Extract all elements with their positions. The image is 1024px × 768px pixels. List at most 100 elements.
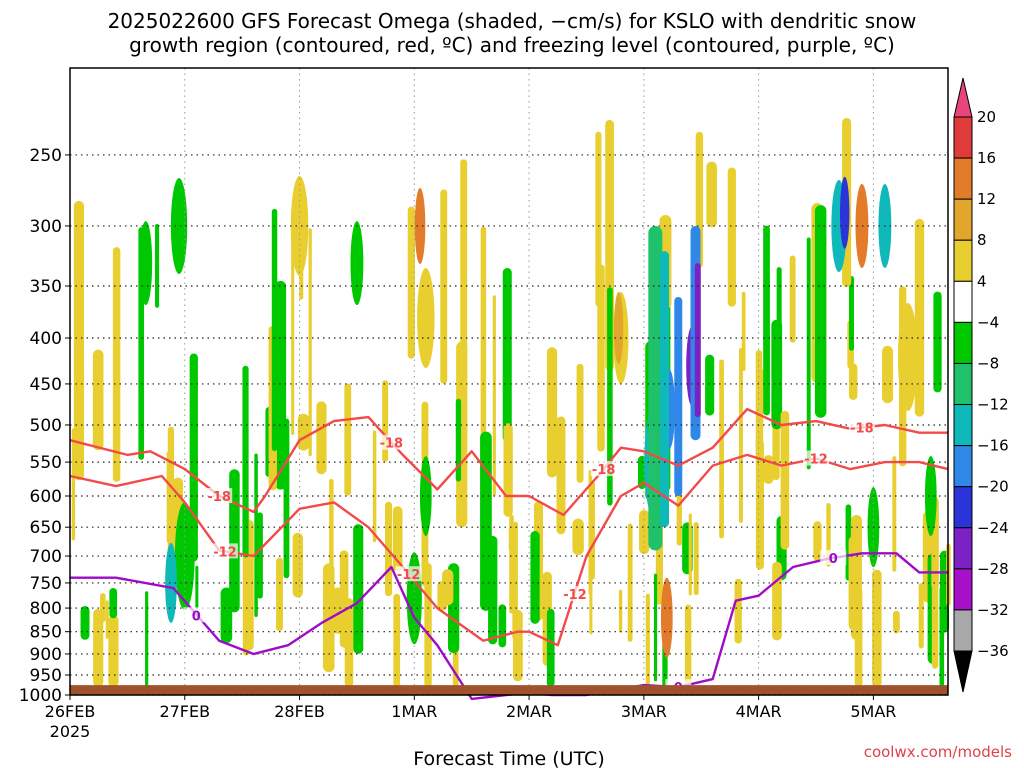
colorbar-segment <box>953 609 973 652</box>
omega-streak <box>189 353 198 562</box>
contour-label-bg <box>848 419 875 435</box>
omega-streak <box>92 349 104 451</box>
omega-streak <box>572 518 584 556</box>
omega-streak <box>627 523 633 642</box>
chart-title-line-2: growth region (contoured, red, ºC) and f… <box>129 33 895 57</box>
omega-blob <box>839 176 850 249</box>
y-tick-label: 600 <box>30 487 62 507</box>
colorbar-label: 8 <box>977 231 987 249</box>
omega-streak <box>763 225 770 416</box>
omega-streak <box>576 363 584 483</box>
omega-streak <box>480 431 492 611</box>
omega-streak <box>739 347 743 523</box>
plot-frame <box>69 67 949 696</box>
omega-streak <box>556 416 566 535</box>
omega-blob <box>660 577 673 658</box>
omega-streak <box>597 264 605 452</box>
omega-streak <box>275 280 287 490</box>
omega-streak <box>105 600 109 639</box>
colorbar: 20 16 12 8 4 −4 −8 −12 −16 −20 −24 −28 −32 −36 <box>953 77 1009 693</box>
omega-streak <box>108 615 119 688</box>
omega-streak <box>771 319 783 430</box>
omega-streak <box>939 586 945 688</box>
omega-streak <box>618 589 623 633</box>
omega-streak <box>872 569 882 688</box>
plot-area: -18-18-18-18-12-12-12-120002503003504004… <box>19 67 951 768</box>
omega-streak <box>848 363 858 401</box>
omega-streak <box>440 189 448 384</box>
omega-streak <box>509 514 514 614</box>
omega-blob <box>174 502 195 611</box>
y-tick-label: 400 <box>30 329 62 349</box>
omega-streak <box>292 532 303 598</box>
omega-streak <box>882 345 894 404</box>
colorbar-segment <box>953 157 973 200</box>
omega-streak <box>595 131 602 307</box>
omega-blob <box>897 303 918 412</box>
omega-streak <box>372 430 377 543</box>
contour-label-bg <box>183 607 210 623</box>
omega-streak <box>297 413 310 451</box>
x-year-label: 2025 <box>50 722 91 741</box>
omega-streak <box>806 237 811 470</box>
colorbar-label: −8 <box>977 354 999 372</box>
omega-streak <box>693 522 699 596</box>
contour-label-bg <box>803 450 830 466</box>
omega-streak <box>498 604 507 648</box>
omega-streak <box>332 587 344 634</box>
contour-label: -12 <box>563 588 587 603</box>
omega-streak <box>316 401 327 475</box>
omega-streak <box>734 578 742 644</box>
omega-blob <box>924 455 937 536</box>
y-tick-label: 900 <box>30 645 62 665</box>
colorbar-segment <box>953 404 973 447</box>
colorbar-segment <box>953 568 973 611</box>
omega-streak <box>639 509 650 555</box>
colorbar-label: −20 <box>977 478 1009 496</box>
contour-label-bg <box>206 487 233 503</box>
x-tick-label: 27FEB <box>159 702 210 721</box>
omega-streak <box>291 225 295 436</box>
omega-blob <box>855 183 869 268</box>
omega-streak <box>329 478 334 629</box>
colorbar-segment <box>953 362 973 406</box>
omega-streak <box>789 255 796 343</box>
omega-streak <box>772 561 782 641</box>
contour-label-bg <box>561 586 588 602</box>
omega-streak <box>502 267 512 442</box>
colorbar-label: 4 <box>977 272 987 290</box>
omega-streak <box>353 524 364 654</box>
omega-streak <box>776 267 782 328</box>
colorbar-segment <box>953 198 973 241</box>
omega-streak <box>407 206 415 359</box>
omega-streak <box>684 604 692 688</box>
y-tick-label: 950 <box>30 666 62 686</box>
omega-streak <box>424 563 432 688</box>
x-tick-label: 28FEB <box>274 702 325 721</box>
x-tick-label: 26FEB <box>45 702 96 721</box>
omega-streak <box>727 167 736 307</box>
omega-streak <box>392 506 403 572</box>
credit-text[interactable]: coolwx.com/models <box>863 743 1012 761</box>
y-tick-label: 450 <box>30 375 62 395</box>
contour-label-bg <box>211 543 238 559</box>
omega-blob <box>139 221 153 306</box>
omega-streak <box>254 453 258 617</box>
x-axis-title: Forecast Time (UTC) <box>413 748 604 768</box>
y-tick-label: 750 <box>30 574 62 594</box>
omega-streak <box>719 359 724 539</box>
y-tick-label: 550 <box>30 453 62 473</box>
omega-streak <box>257 512 263 599</box>
contour-label: -18 <box>380 437 404 452</box>
contour-label-bg <box>590 461 617 477</box>
omega-core <box>674 296 683 496</box>
omega-core <box>694 263 701 418</box>
colorbar-segment <box>953 239 973 282</box>
omega-streak <box>492 295 496 496</box>
omega-streak <box>455 398 462 482</box>
contour-label-bg <box>395 566 422 582</box>
y-tick-label: 300 <box>30 217 62 237</box>
omega-streak <box>242 365 249 558</box>
omega-blob <box>165 542 177 623</box>
colorbar-label: 16 <box>977 149 996 167</box>
